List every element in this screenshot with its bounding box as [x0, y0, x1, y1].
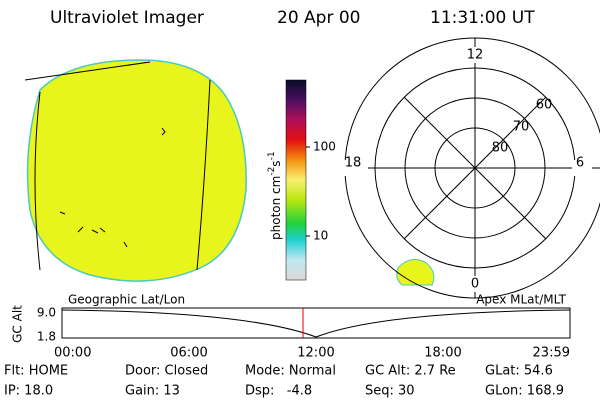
title: Ultraviolet Imager — [50, 8, 204, 28]
x-tick-label: 00:00 — [54, 346, 91, 361]
mlt-label: 12 — [467, 48, 484, 63]
mlt-label: 0 — [471, 277, 479, 292]
label: Apex MLat/MLT — [476, 293, 566, 307]
exp: -2 — [267, 167, 277, 176]
timeline-frame — [61, 307, 571, 339]
time: 11:31:00 UT — [430, 8, 535, 28]
info-field: Mode: Normal — [245, 364, 336, 379]
colorbar-label: photon cm-2s-1 — [267, 151, 283, 240]
colorbar-tick: 10 — [313, 229, 328, 243]
info-field: Flt: HOME — [4, 364, 68, 379]
unit: s — [269, 160, 283, 166]
label: Geographic Lat/Lon — [68, 293, 185, 307]
x-tick-label: 18:00 — [424, 346, 461, 361]
mlat-label: 70 — [513, 120, 530, 135]
x-tick-label: 23:59 — [533, 346, 570, 361]
info-field: GC Alt: 2.7 Re — [365, 364, 456, 379]
info-field: Gain: 13 — [125, 384, 180, 399]
polar-plot — [344, 37, 600, 299]
date: 20 Apr 00 — [277, 8, 360, 28]
mlat-label: 80 — [492, 141, 509, 156]
color-bar — [285, 79, 307, 281]
info-field: GLon: 168.9 — [485, 384, 564, 399]
earth-image — [24, 59, 247, 282]
info-field: Dsp: -4.8 — [245, 384, 312, 399]
colorbar-tick: 100 — [313, 140, 336, 154]
y-label: 1.8 — [37, 330, 56, 344]
mlt-label: 6 — [576, 156, 584, 171]
y-axis-label: GC Alt — [11, 305, 25, 343]
mlat-label: 60 — [536, 98, 553, 113]
exp: -1 — [267, 151, 277, 160]
mlt-label: 18 — [345, 156, 362, 171]
x-tick-label: 12:00 — [297, 346, 334, 361]
unit: photon cm — [269, 176, 283, 240]
info-field: Seq: 30 — [365, 384, 415, 399]
x-tick-label: 06:00 — [170, 346, 207, 361]
altitude-curve — [61, 309, 571, 338]
y-label: 9.0 — [37, 306, 56, 320]
info-field: IP: 18.0 — [4, 384, 53, 399]
info-field: GLat: 54.6 — [485, 364, 553, 379]
info-field: Door: Closed — [125, 364, 208, 379]
